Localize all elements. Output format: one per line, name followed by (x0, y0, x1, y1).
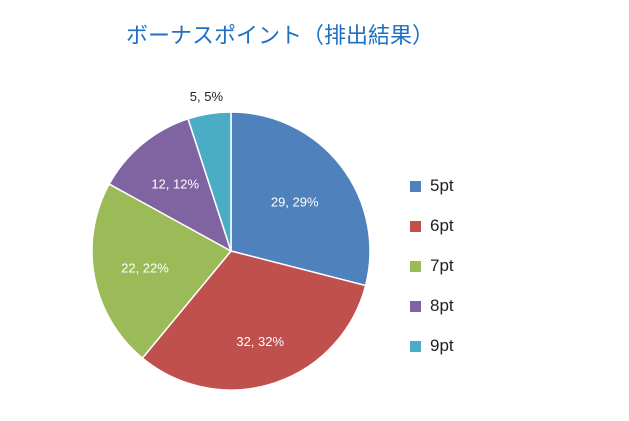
legend-label: 6pt (430, 216, 454, 235)
pie-slice-5pt (230, 111, 371, 287)
legend-swatch (410, 260, 421, 272)
legend-item-9pt: 9pt (410, 326, 454, 366)
legend-swatch (410, 220, 421, 232)
legend: 5pt 6pt 7pt 8pt 9pt (410, 166, 454, 366)
pie-slice-9pt (187, 111, 232, 252)
data-label-9pt: 5, 5% (190, 89, 224, 104)
legend-swatch (410, 180, 421, 192)
legend-label: 7pt (430, 256, 454, 275)
legend-label: 5pt (430, 176, 454, 195)
legend-item-7pt: 7pt (410, 246, 454, 286)
legend-label: 9pt (430, 336, 454, 355)
data-label-5pt: 29, 29% (271, 195, 319, 210)
data-label-8pt: 12, 12% (151, 177, 199, 192)
legend-item-8pt: 8pt (410, 286, 454, 326)
legend-label: 8pt (430, 296, 454, 315)
data-label-7pt: 22, 22% (121, 260, 169, 275)
legend-item-6pt: 6pt (410, 206, 454, 246)
legend-swatch (410, 340, 421, 352)
legend-item-5pt: 5pt (410, 166, 454, 206)
pie-slice-8pt (108, 117, 233, 253)
data-label-6pt: 32, 32% (236, 334, 284, 349)
legend-swatch (410, 300, 421, 312)
pie-slice-7pt (91, 183, 233, 360)
chart-title: ボーナスポイント（排出結果） (125, 24, 434, 49)
pie-slice-6pt (141, 250, 367, 391)
